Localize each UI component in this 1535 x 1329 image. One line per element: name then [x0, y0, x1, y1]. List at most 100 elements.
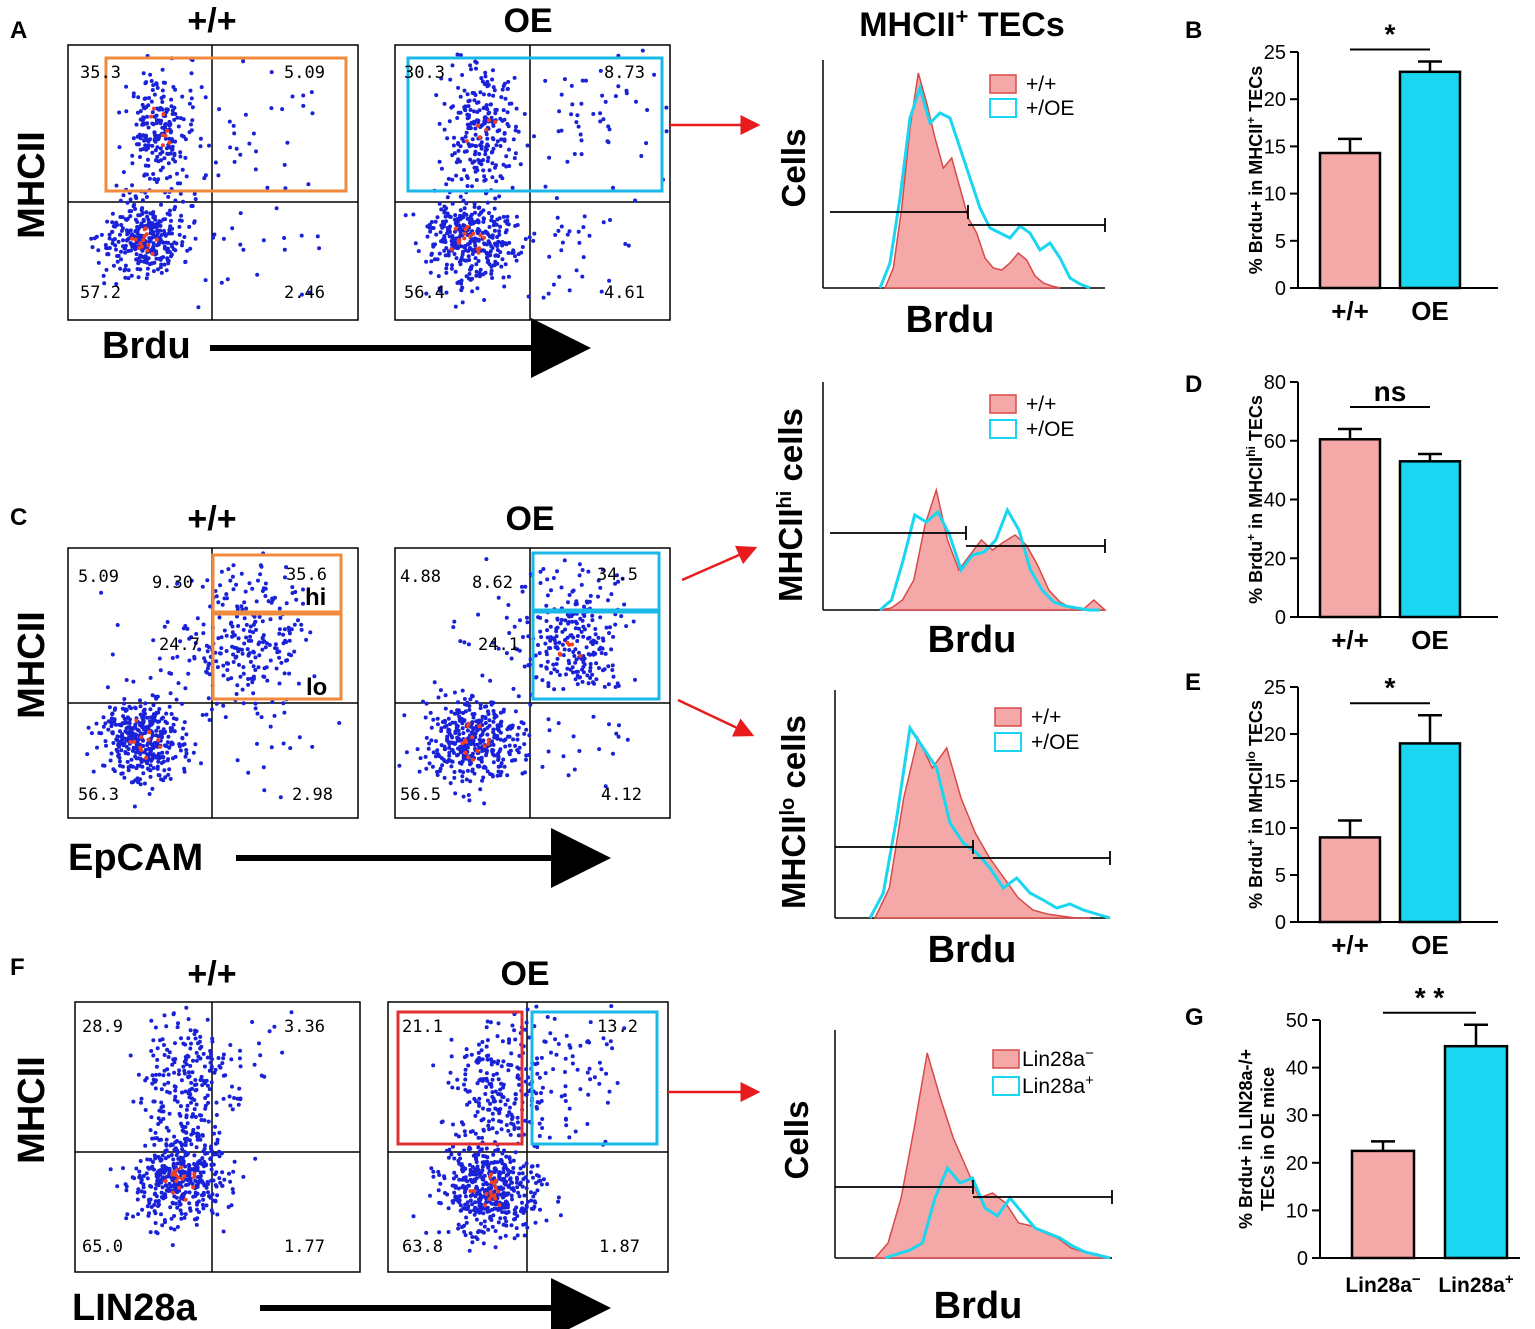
event-dot: [161, 1073, 166, 1078]
event-dot: [475, 1164, 480, 1169]
event-dot: [500, 1195, 505, 1200]
event-dot: [129, 273, 134, 278]
event-dot: [151, 1053, 156, 1058]
event-dot: [456, 728, 461, 733]
y-tick-label: 0: [1297, 1248, 1308, 1270]
event-dot: [498, 1235, 503, 1240]
event-dot: [129, 248, 133, 253]
event-dot: [484, 1071, 489, 1076]
event-dot: [177, 1202, 182, 1207]
event-dot: [206, 663, 211, 668]
event-dot: [229, 620, 234, 625]
event-dot: [510, 758, 514, 763]
event-dot: [512, 1125, 517, 1129]
event-dot: [556, 228, 561, 233]
event-dot: [557, 274, 562, 279]
event-dot: [176, 1021, 180, 1026]
event-dot: [469, 1052, 474, 1057]
event-dot: [483, 715, 488, 720]
event-dot: [241, 665, 246, 670]
event-dot: [166, 1189, 171, 1193]
event-dot: [117, 110, 122, 115]
event-dot: [104, 267, 109, 272]
event-dot: [560, 642, 565, 647]
event-dot: [155, 267, 160, 272]
event-dot: [507, 1155, 512, 1160]
event-dot: [262, 666, 267, 671]
event-dot: [498, 116, 503, 121]
event-dot: [453, 221, 458, 226]
event-dot: [500, 1039, 505, 1044]
event-dot: [172, 1227, 177, 1232]
event-dot: [472, 159, 477, 164]
event-dot: [205, 649, 210, 654]
event-dot: [177, 1199, 182, 1204]
bar: [1318, 438, 1382, 619]
event-dot: [576, 229, 581, 234]
event-dot: [184, 1152, 189, 1157]
event-dot: [219, 646, 224, 651]
event-dot: [189, 1100, 193, 1105]
event-dot: [207, 1068, 212, 1073]
event-dot: [173, 87, 178, 92]
event-dot-dense: [144, 755, 149, 760]
event-dot: [114, 747, 119, 752]
event-dot: [159, 1087, 164, 1092]
event-dot: [494, 179, 499, 184]
quadrant-lr: 2.98: [292, 785, 333, 805]
event-dot: [177, 224, 182, 229]
event-dot: [444, 219, 448, 224]
event-dot: [477, 1096, 482, 1101]
event-dot: [472, 165, 477, 170]
event-dot: [440, 1119, 445, 1124]
event-dot: [611, 751, 615, 756]
event-dot: [117, 759, 122, 764]
event-dot: [103, 243, 108, 247]
event-dot: [539, 663, 544, 668]
legend-label-pos: Lin28a+: [1022, 1072, 1094, 1099]
event-dot: [463, 1072, 468, 1077]
quadrant-ul: 5.09: [78, 567, 119, 587]
event-dot: [227, 1171, 231, 1176]
event-dot-dense: [487, 118, 491, 123]
event-dot: [536, 615, 541, 620]
event-dot: [151, 1038, 156, 1043]
event-dot: [578, 132, 583, 137]
event-dot: [560, 240, 565, 245]
event-dot: [151, 703, 156, 708]
event-dot: [533, 1220, 538, 1225]
panel-f-title-oe: OE: [500, 955, 549, 993]
event-dot: [153, 1086, 158, 1091]
event-dot-dense: [141, 238, 146, 243]
event-dot: [481, 739, 486, 743]
event-dot: [307, 290, 312, 295]
event-dot: [141, 771, 146, 776]
event-dot: [590, 672, 595, 677]
event-dot: [523, 237, 528, 241]
event-dot: [230, 226, 235, 231]
event-dot: [470, 769, 475, 774]
event-dot: [293, 590, 298, 594]
event-dot: [458, 110, 463, 115]
event-dot: [170, 656, 175, 660]
event-dot: [173, 1041, 177, 1046]
event-dot: [172, 1214, 177, 1218]
event-dot-dense: [468, 234, 473, 239]
event-dot: [253, 701, 258, 706]
event-dot-dense: [183, 1197, 188, 1202]
event-dot: [452, 619, 457, 624]
event-dot: [443, 706, 448, 711]
event-dot: [588, 665, 593, 670]
event-dot: [486, 232, 491, 237]
event-dot-dense: [464, 139, 469, 144]
event-dot: [607, 1089, 612, 1094]
event-dot: [480, 778, 485, 783]
event-dot: [512, 75, 517, 80]
event-dot: [125, 738, 130, 743]
event-dot: [151, 269, 156, 274]
event-dot: [473, 1131, 478, 1136]
histogram-3: +/+ +/OE MHCIIlo cells Brdu: [775, 690, 1111, 971]
event-dot: [290, 585, 295, 590]
event-dot: [206, 1119, 211, 1124]
event-dot: [457, 714, 462, 719]
